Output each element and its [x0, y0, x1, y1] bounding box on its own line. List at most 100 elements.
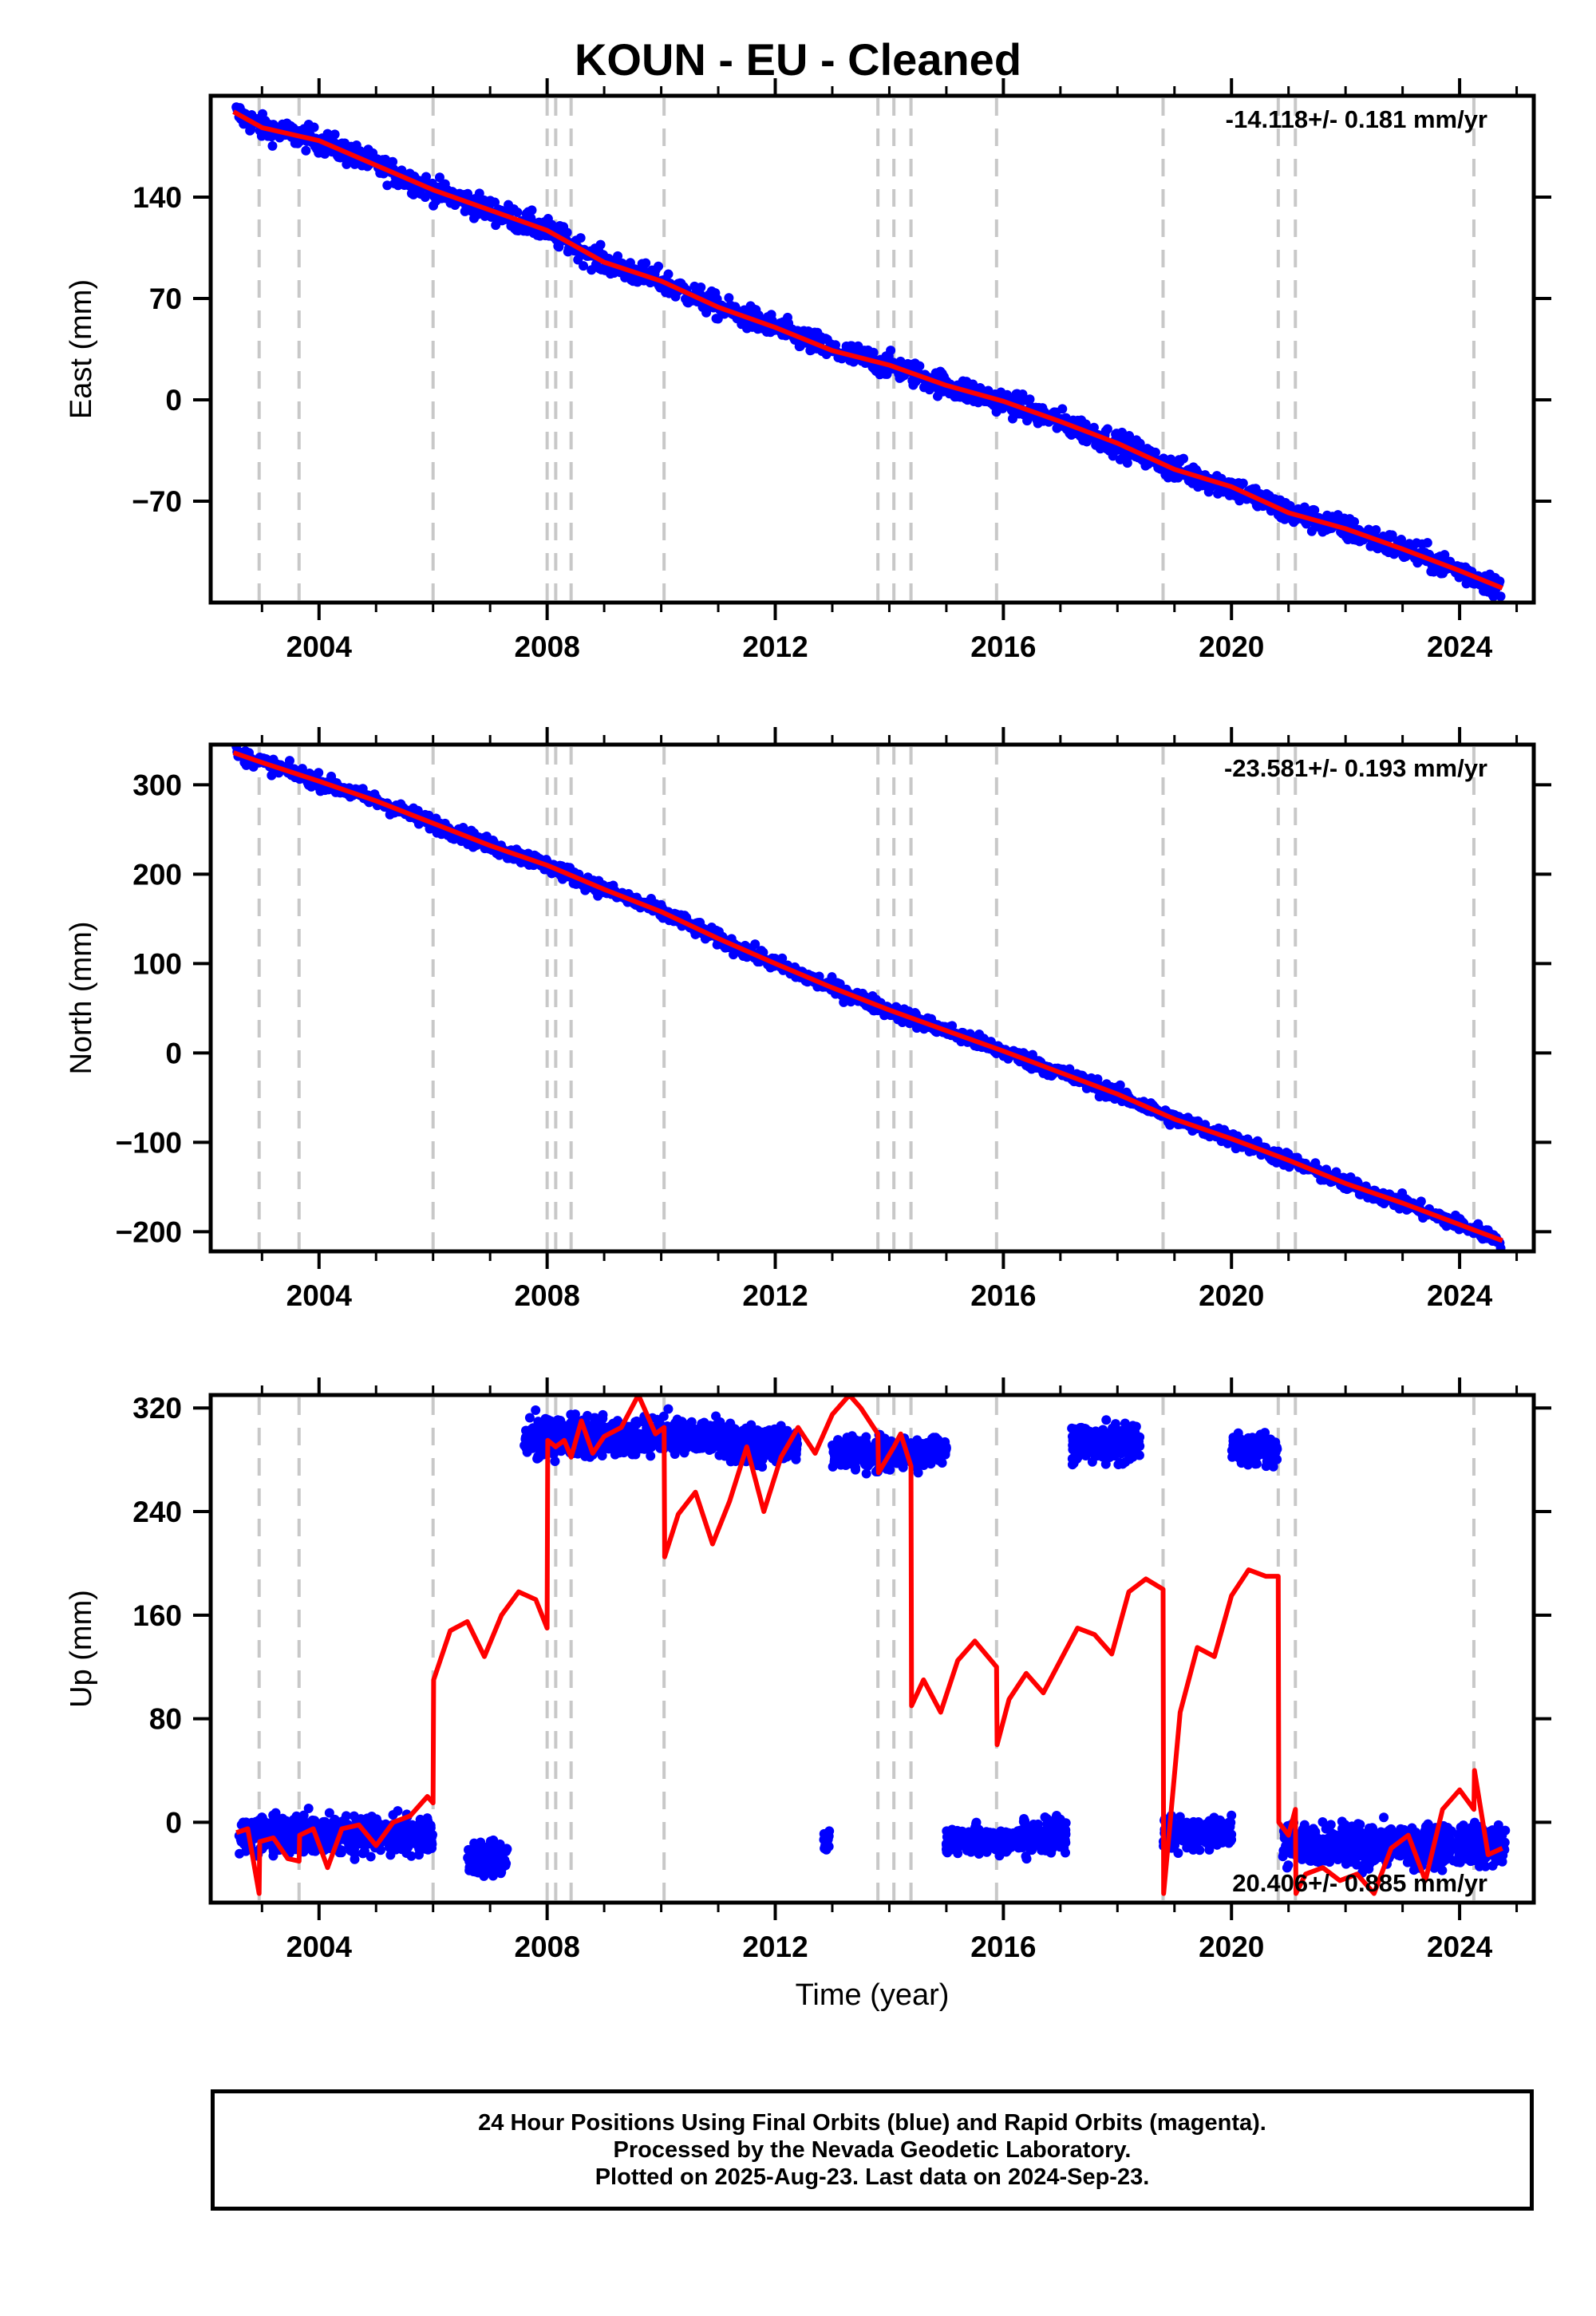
data-point	[724, 1443, 734, 1453]
y-tick-label: −70	[132, 485, 182, 518]
data-point	[828, 1461, 838, 1472]
data-point	[1102, 424, 1112, 434]
data-point	[589, 1413, 599, 1423]
data-point	[268, 1846, 279, 1856]
data-point	[365, 1852, 376, 1862]
data-point	[1495, 591, 1506, 602]
rate-label: -23.581+/- 0.193 mm/yr	[1224, 754, 1487, 782]
data-point	[764, 1446, 775, 1456]
x-tick-label: 2012	[742, 1279, 808, 1312]
data-point	[926, 1454, 937, 1464]
data-point	[529, 1433, 539, 1443]
y-tick-label: 100	[132, 947, 182, 980]
data-point	[751, 1443, 761, 1453]
data-point	[512, 207, 523, 217]
model-line	[232, 750, 1503, 1243]
data-point	[423, 1816, 433, 1827]
data-point	[371, 1814, 381, 1824]
data-point	[730, 1451, 741, 1461]
x-tick-label: 2008	[514, 630, 579, 663]
data-point	[413, 1820, 423, 1831]
data-point	[295, 1818, 306, 1828]
data-point	[604, 1437, 614, 1447]
data-point	[1371, 525, 1381, 536]
data-point	[282, 1836, 293, 1847]
data-point	[892, 1453, 903, 1464]
x-tick-label: 2012	[742, 630, 808, 663]
data-point	[401, 1848, 412, 1858]
data-point	[856, 1441, 867, 1452]
data-point	[1310, 505, 1320, 516]
data-point	[314, 768, 324, 778]
data-point	[531, 1405, 541, 1415]
y-axis-label: East (mm)	[65, 279, 98, 419]
x-tick-label: 2004	[286, 630, 353, 663]
model-line	[232, 109, 1503, 591]
data-point	[579, 261, 589, 271]
data-point	[651, 1439, 662, 1449]
data-point	[427, 1843, 437, 1853]
y-tick-label: 140	[132, 181, 182, 214]
data-point	[769, 1424, 780, 1434]
x-tick-label: 2016	[970, 1279, 1036, 1312]
x-tick-label: 2008	[514, 1279, 579, 1312]
data-point	[550, 1456, 560, 1467]
data-point	[666, 1422, 676, 1433]
data-point	[614, 1448, 624, 1458]
data-point	[271, 1808, 281, 1818]
x-tick-label: 2024	[1427, 630, 1493, 663]
data-point	[575, 233, 586, 243]
data-point	[309, 122, 319, 132]
x-tick-label: 2024	[1427, 1279, 1493, 1312]
data-point	[480, 1856, 490, 1866]
data-point	[1088, 422, 1099, 433]
y-tick-label: 200	[132, 858, 182, 891]
data-point	[394, 1824, 405, 1834]
x-tick-label: 2020	[1199, 630, 1264, 663]
data-point	[407, 1836, 417, 1847]
data-point	[772, 1437, 783, 1448]
y-tick-label: 70	[149, 283, 182, 315]
data-point	[413, 1850, 424, 1860]
data-point	[705, 1426, 715, 1437]
figure-title: KOUN - EU - Cleaned	[574, 34, 1022, 85]
data-point	[1117, 427, 1128, 437]
data-point	[1238, 478, 1248, 488]
data-point	[389, 1842, 399, 1852]
x-tick-label: 2020	[1199, 1279, 1264, 1312]
data-point	[663, 269, 674, 279]
data-point	[670, 1429, 680, 1440]
data-point	[404, 1825, 414, 1836]
data-point	[861, 1468, 871, 1479]
data-point	[724, 293, 734, 303]
y-tick-label: −200	[116, 1215, 182, 1248]
data-point	[777, 953, 788, 963]
data-point	[928, 1433, 938, 1443]
data-point	[490, 197, 500, 207]
data-point	[641, 258, 651, 268]
plot-frame	[208, 93, 1536, 605]
data-point	[1422, 538, 1432, 548]
data-point	[580, 1446, 591, 1456]
data-point	[630, 1417, 641, 1427]
rate-label: -14.118+/- 0.181 mm/yr	[1226, 105, 1487, 133]
data-point	[613, 251, 623, 261]
data-point	[548, 1449, 559, 1460]
data-point	[393, 1806, 403, 1816]
plot-area	[231, 745, 1506, 1251]
data-point	[859, 1450, 869, 1460]
data-point	[567, 1417, 577, 1427]
data-point	[318, 1816, 329, 1827]
y-tick-label: 0	[165, 384, 182, 417]
data-point	[1179, 453, 1189, 464]
data-point	[639, 1417, 650, 1428]
data-point	[547, 1427, 557, 1437]
data-point	[417, 1827, 428, 1837]
data-point	[1416, 1196, 1426, 1207]
data-point	[654, 261, 664, 271]
data-point	[750, 939, 760, 950]
data-point	[938, 1440, 948, 1450]
data-point	[1150, 447, 1160, 457]
